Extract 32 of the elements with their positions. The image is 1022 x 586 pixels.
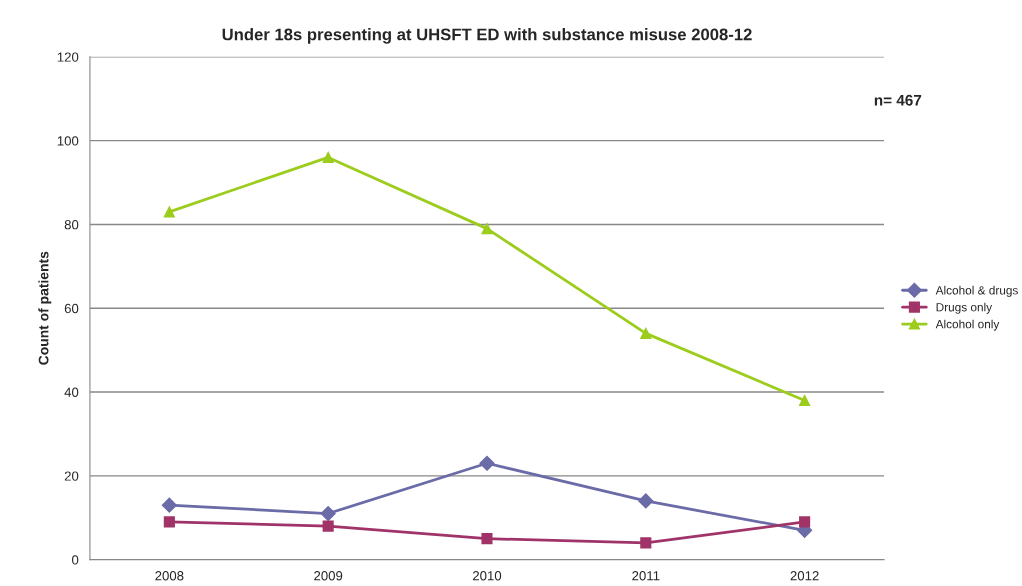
y-axis-title: Count of patients: [38, 251, 52, 365]
point: [320, 505, 336, 522]
y-tick-label: 60: [64, 303, 79, 314]
annotation: n= 467: [874, 94, 922, 106]
chart-title: Under 18s presenting at UHSFT ED with substance misuse 2008-12: [222, 28, 752, 44]
point: [640, 537, 652, 549]
x-tick-label: 2012: [790, 571, 819, 581]
y-tick-label: 0: [72, 555, 79, 565]
y-tick-label: 40: [64, 387, 79, 397]
point: [163, 206, 175, 218]
y-tick-label: 80: [64, 220, 79, 230]
legend-label: Alcohol only: [935, 319, 1000, 331]
point: [481, 533, 493, 545]
point: [479, 455, 495, 471]
y-tick-label: 20: [64, 471, 79, 481]
point: [799, 516, 811, 528]
point: [481, 223, 493, 235]
point: [640, 327, 652, 339]
legend-label: Alcohol & drugs: [935, 285, 1018, 297]
x-tick-label: 2009: [314, 571, 343, 581]
x-tick-label: 2008: [155, 571, 184, 581]
x-tick-label: 2011: [632, 571, 660, 581]
point: [799, 394, 811, 406]
point: [161, 497, 177, 513]
y-tick-label: 100: [57, 136, 79, 146]
point: [638, 493, 654, 509]
point: [163, 516, 175, 528]
point: [322, 151, 334, 163]
x-tick-label: 2010: [472, 571, 502, 581]
legend-label: Drugs only: [936, 302, 993, 314]
y-tick-label: 120: [57, 52, 79, 62]
point: [322, 520, 334, 532]
